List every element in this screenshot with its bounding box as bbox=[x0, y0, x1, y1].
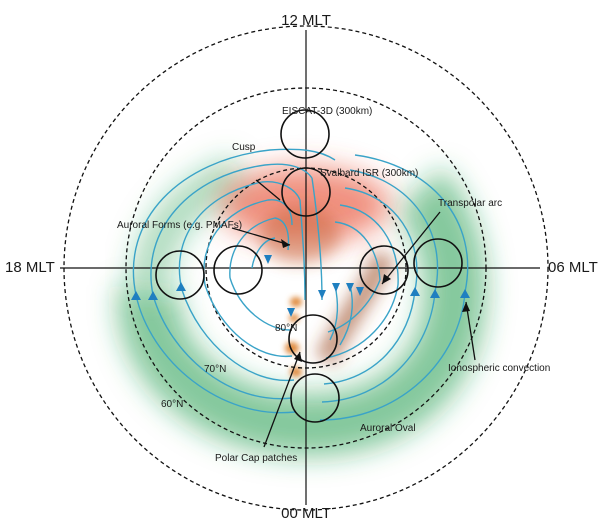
pointers bbox=[231, 179, 476, 448]
label-ionospheric: Ionospheric convection bbox=[448, 363, 550, 374]
convection-arrows bbox=[131, 255, 470, 317]
eiscat-site-top bbox=[280, 109, 330, 159]
label-cusp: Cusp bbox=[232, 142, 256, 153]
site-dusk-inner bbox=[213, 245, 263, 295]
site-dusk-outer bbox=[155, 250, 205, 300]
label-transpolar: Transpolar arc bbox=[438, 198, 502, 209]
site-dawn-outer bbox=[413, 238, 463, 288]
label-00mlt: 00 MLT bbox=[281, 505, 331, 520]
transpolar-arc-region bbox=[315, 250, 396, 365]
convection-lines bbox=[132, 148, 469, 421]
radar-sites bbox=[155, 109, 463, 423]
label-lat60: 60°N bbox=[161, 399, 183, 410]
label-18mlt: 18 MLT bbox=[5, 259, 55, 276]
svalbard-site bbox=[281, 167, 331, 217]
polar-cap-patches bbox=[285, 297, 302, 377]
site-night-outer bbox=[290, 373, 340, 423]
label-eiscat: EISCAT-3D (300km) bbox=[282, 106, 372, 117]
site-dawn-inner bbox=[359, 245, 409, 295]
label-auroral-forms: Auroral Forms (e.g. PMAFs) bbox=[117, 220, 242, 231]
label-svalbard: Svalbard ISR (300km) bbox=[320, 168, 418, 179]
label-06mlt: 06 MLT bbox=[548, 259, 598, 276]
label-polar-cap: Polar Cap patches bbox=[215, 453, 297, 464]
label-12mlt: 12 MLT bbox=[281, 12, 331, 29]
site-night-inner bbox=[288, 314, 338, 364]
label-auroral-oval: Auroral Oval bbox=[360, 423, 416, 434]
label-lat80: 80°N bbox=[275, 323, 297, 334]
label-lat70: 70°N bbox=[204, 364, 226, 375]
cusp-region bbox=[220, 167, 390, 263]
